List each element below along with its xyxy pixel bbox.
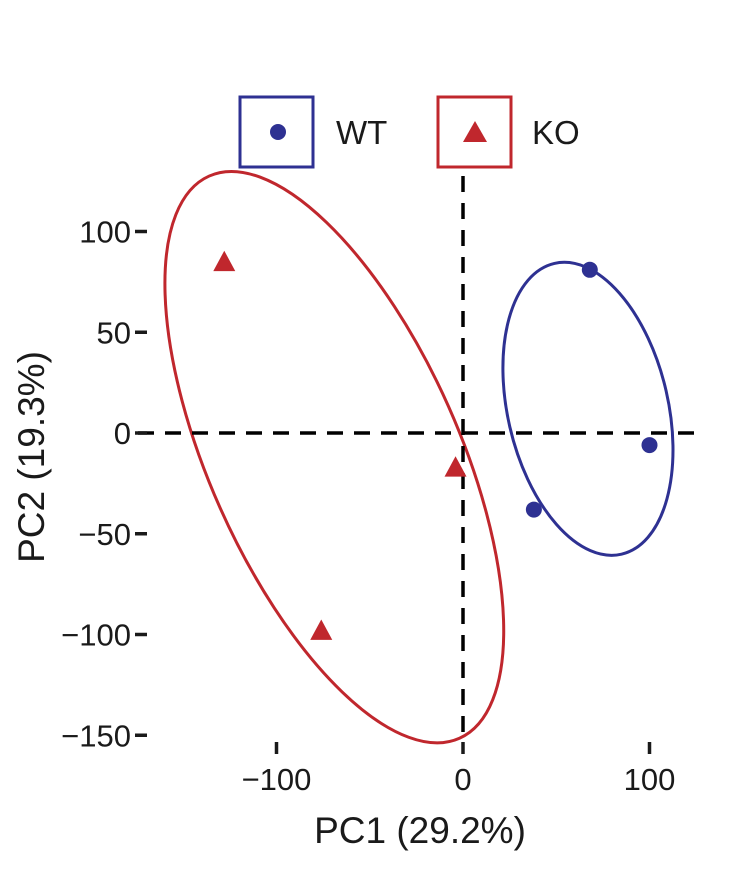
ellipse-ko: [163, 170, 506, 745]
legend: WT KO: [238, 95, 580, 169]
legend-item-ko: KO: [436, 95, 580, 169]
legend-label-wt: WT: [336, 114, 387, 151]
y-tick-label: −50: [78, 517, 131, 552]
legend-label-ko: KO: [532, 114, 580, 151]
y-tick-label: 50: [97, 315, 131, 350]
legend-marker-ko: [463, 121, 487, 142]
point-wt: [581, 261, 598, 278]
x-axis: −100 0 100: [242, 742, 676, 797]
point-wt: [641, 437, 658, 454]
x-tick-label: 0: [454, 762, 471, 797]
y-axis-title: PC2 (19.3%): [11, 351, 52, 563]
x-axis-title: PC1 (29.2%): [314, 810, 526, 851]
point-ko: [213, 250, 236, 272]
legend-marker-wt: [270, 124, 286, 140]
point-ko: [310, 619, 333, 640]
legend-box-wt: [238, 95, 315, 169]
y-tick-label: 100: [79, 215, 131, 250]
reference-lines: [138, 176, 696, 742]
y-axis: 100 50 0 −50 −100 −150: [61, 215, 147, 753]
y-tick-label: −150: [61, 718, 131, 753]
point-ko: [444, 456, 467, 477]
point-wt: [525, 501, 542, 518]
x-tick-label: 100: [624, 762, 676, 797]
y-tick-label: 0: [114, 416, 131, 451]
x-tick-label: −100: [242, 762, 312, 797]
confidence-ellipses: [163, 170, 675, 745]
legend-item-wt: WT: [238, 95, 387, 169]
legend-box-ko: [436, 95, 513, 169]
y-tick-label: −100: [61, 618, 131, 653]
data-points: [213, 250, 658, 640]
ellipse-wt: [501, 260, 675, 557]
